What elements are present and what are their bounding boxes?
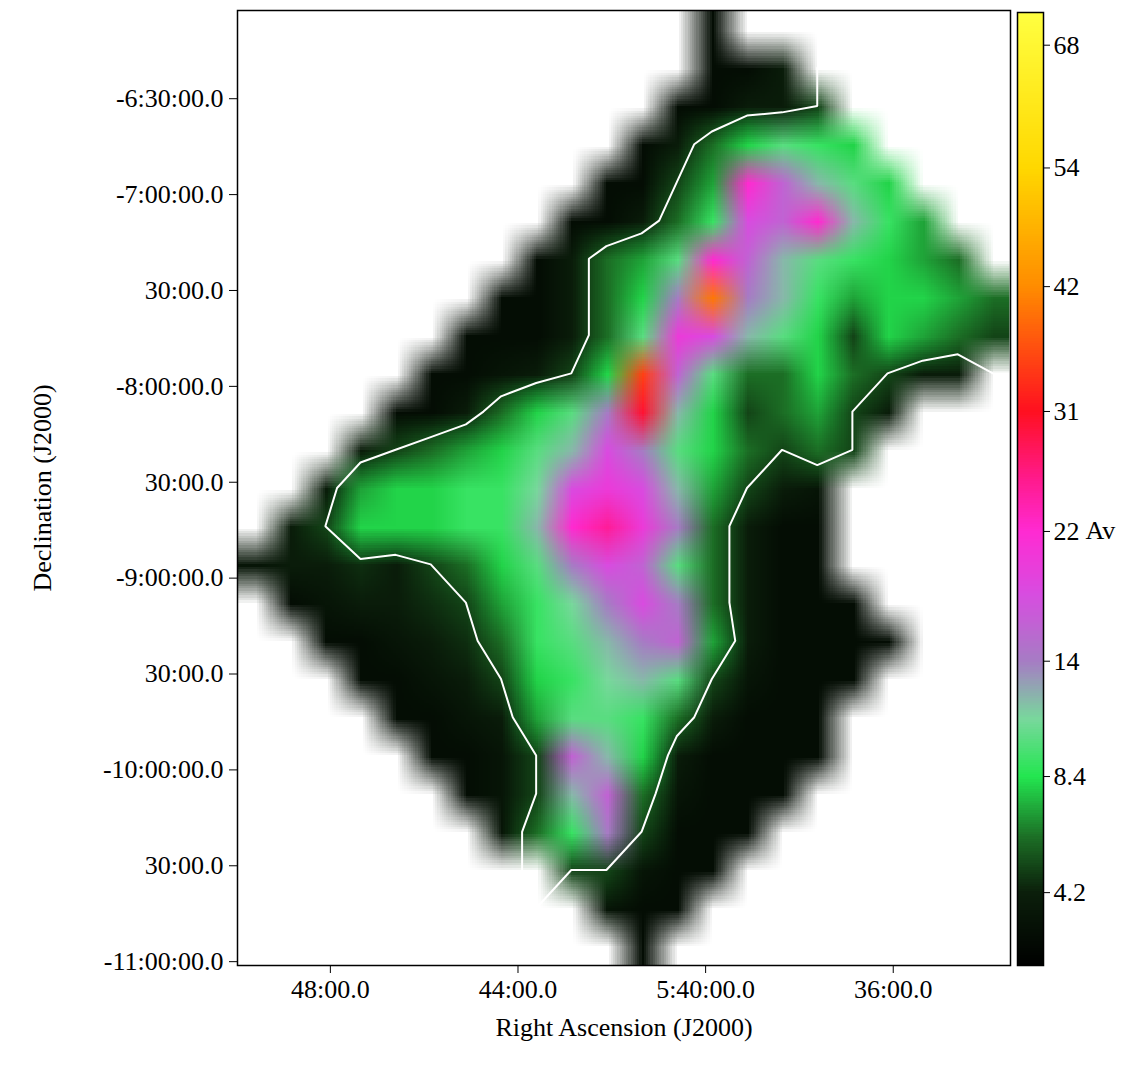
svg-text:44:00.0: 44:00.0 <box>479 975 558 1004</box>
svg-text:8.4: 8.4 <box>1054 762 1087 791</box>
svg-text:-9:00:00.0: -9:00:00.0 <box>116 563 224 592</box>
svg-text:5:40:00.0: 5:40:00.0 <box>656 975 755 1004</box>
svg-text:31: 31 <box>1054 397 1080 426</box>
svg-text:4.2: 4.2 <box>1054 878 1087 907</box>
svg-text:14: 14 <box>1054 647 1080 676</box>
svg-text:30:00.0: 30:00.0 <box>145 468 224 497</box>
svg-text:-8:00:00.0: -8:00:00.0 <box>116 372 224 401</box>
svg-text:68: 68 <box>1054 31 1080 60</box>
svg-text:48:00.0: 48:00.0 <box>291 975 370 1004</box>
svg-text:30:00.0: 30:00.0 <box>145 851 224 880</box>
svg-text:36:00.0: 36:00.0 <box>854 975 933 1004</box>
svg-text:Declination (J2000): Declination (J2000) <box>28 384 57 591</box>
svg-text:42: 42 <box>1054 272 1080 301</box>
svg-text:Right Ascension (J2000): Right Ascension (J2000) <box>495 1013 752 1042</box>
svg-text:54: 54 <box>1054 153 1080 182</box>
svg-text:-6:30:00.0: -6:30:00.0 <box>116 84 224 113</box>
svg-text:22: 22 <box>1054 517 1080 546</box>
svg-text:-10:00:00.0: -10:00:00.0 <box>103 755 224 784</box>
svg-text:30:00.0: 30:00.0 <box>145 659 224 688</box>
svg-text:-11:00:00.0: -11:00:00.0 <box>104 947 224 976</box>
svg-text:-7:00:00.0: -7:00:00.0 <box>116 180 224 209</box>
svg-text:Av: Av <box>1086 516 1116 545</box>
svg-text:30:00.0: 30:00.0 <box>145 276 224 305</box>
